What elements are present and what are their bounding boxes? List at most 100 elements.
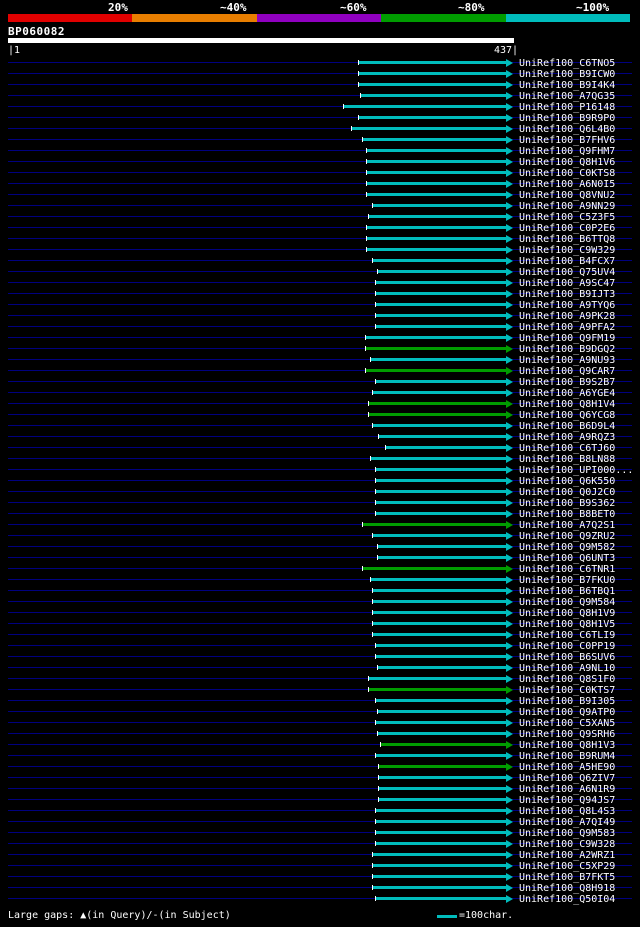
hit-bar[interactable] bbox=[351, 127, 506, 130]
hit-bar[interactable] bbox=[358, 61, 506, 64]
hit-label[interactable]: UniRef100_Q9FM19 bbox=[519, 333, 616, 344]
hit-bar[interactable] bbox=[375, 699, 506, 702]
hit-bar[interactable] bbox=[358, 72, 506, 75]
hit-bar[interactable] bbox=[375, 490, 506, 493]
hit-label[interactable]: UniRef100_Q8H1V6 bbox=[519, 157, 616, 168]
hit-label[interactable]: UniRef100_B7FHV6 bbox=[519, 135, 616, 146]
hit-label[interactable]: UniRef100_B9R9P0 bbox=[519, 113, 616, 124]
hit-bar[interactable] bbox=[370, 578, 506, 581]
hit-bar[interactable] bbox=[372, 875, 506, 878]
hit-label[interactable]: UniRef100_UPI000... bbox=[519, 465, 634, 476]
hit-label[interactable]: UniRef100_B9S362 bbox=[519, 498, 616, 509]
hit-label[interactable]: UniRef100_Q8H1V3 bbox=[519, 740, 616, 751]
hit-bar[interactable] bbox=[375, 655, 506, 658]
hit-bar[interactable] bbox=[372, 611, 506, 614]
hit-bar[interactable] bbox=[375, 501, 506, 504]
hit-label[interactable]: UniRef100_B7FKT5 bbox=[519, 872, 616, 883]
hit-bar[interactable] bbox=[378, 435, 506, 438]
hit-bar[interactable] bbox=[378, 798, 506, 801]
hit-bar[interactable] bbox=[375, 303, 506, 306]
hit-label[interactable]: UniRef100_A7QI49 bbox=[519, 817, 616, 828]
hit-label[interactable]: UniRef100_Q8H918 bbox=[519, 883, 616, 894]
hit-bar[interactable] bbox=[368, 413, 506, 416]
hit-label[interactable]: UniRef100_A9PK28 bbox=[519, 311, 616, 322]
hit-bar[interactable] bbox=[362, 567, 506, 570]
hit-bar[interactable] bbox=[366, 160, 506, 163]
hit-label[interactable]: UniRef100_B9I4K4 bbox=[519, 80, 616, 91]
hit-label[interactable]: UniRef100_C6TLI9 bbox=[519, 630, 616, 641]
hit-label[interactable]: UniRef100_A6N0I5 bbox=[519, 179, 616, 190]
hit-label[interactable]: UniRef100_A9PFA2 bbox=[519, 322, 616, 333]
hit-bar[interactable] bbox=[370, 457, 506, 460]
hit-label[interactable]: UniRef100_Q6YCG8 bbox=[519, 410, 616, 421]
hit-label[interactable]: UniRef100_B9I305 bbox=[519, 696, 616, 707]
hit-bar[interactable] bbox=[368, 215, 506, 218]
hit-bar[interactable] bbox=[380, 743, 506, 746]
hit-label[interactable]: UniRef100_B6TBQ1 bbox=[519, 586, 616, 597]
hit-bar[interactable] bbox=[372, 391, 506, 394]
hit-label[interactable]: UniRef100_Q8H1V4 bbox=[519, 399, 616, 410]
hit-bar[interactable] bbox=[370, 358, 506, 361]
hit-label[interactable]: UniRef100_Q75UV4 bbox=[519, 267, 616, 278]
hit-bar[interactable] bbox=[358, 116, 506, 119]
hit-bar[interactable] bbox=[362, 138, 506, 141]
hit-bar[interactable] bbox=[366, 149, 506, 152]
hit-label[interactable]: UniRef100_B9RUM4 bbox=[519, 751, 616, 762]
hit-label[interactable]: UniRef100_C0P2E6 bbox=[519, 223, 616, 234]
hit-label[interactable]: UniRef100_C0KTS7 bbox=[519, 685, 616, 696]
hit-bar[interactable] bbox=[372, 864, 506, 867]
hit-label[interactable]: UniRef100_A2WRZ1 bbox=[519, 850, 616, 861]
hit-label[interactable]: UniRef100_B7FKU0 bbox=[519, 575, 616, 586]
hit-bar[interactable] bbox=[366, 193, 506, 196]
hit-label[interactable]: UniRef100_Q9M583 bbox=[519, 828, 616, 839]
hit-label[interactable]: UniRef100_Q9FHM7 bbox=[519, 146, 616, 157]
hit-label[interactable]: UniRef100_Q8S1F0 bbox=[519, 674, 616, 685]
hit-bar[interactable] bbox=[378, 787, 506, 790]
hit-label[interactable]: UniRef100_C5XAN5 bbox=[519, 718, 616, 729]
hit-label[interactable]: UniRef100_A7QG35 bbox=[519, 91, 616, 102]
hit-label[interactable]: UniRef100_C9W328 bbox=[519, 839, 616, 850]
hit-bar[interactable] bbox=[377, 556, 506, 559]
hit-bar[interactable] bbox=[375, 820, 506, 823]
hit-label[interactable]: UniRef100_C5Z3F5 bbox=[519, 212, 616, 223]
hit-bar[interactable] bbox=[375, 831, 506, 834]
hit-label[interactable]: UniRef100_A9NL10 bbox=[519, 663, 616, 674]
hit-label[interactable]: UniRef100_Q8L4S3 bbox=[519, 806, 616, 817]
hit-label[interactable]: UniRef100_Q9CAR7 bbox=[519, 366, 616, 377]
hit-bar[interactable] bbox=[377, 710, 506, 713]
hit-bar[interactable] bbox=[375, 314, 506, 317]
hit-label[interactable]: UniRef100_Q50I04 bbox=[519, 894, 616, 905]
hit-bar[interactable] bbox=[375, 479, 506, 482]
hit-bar[interactable] bbox=[366, 248, 506, 251]
hit-bar[interactable] bbox=[377, 666, 506, 669]
hit-bar[interactable] bbox=[375, 512, 506, 515]
hit-bar[interactable] bbox=[375, 897, 506, 900]
hit-label[interactable]: UniRef100_B9DGQ2 bbox=[519, 344, 616, 355]
hit-bar[interactable] bbox=[358, 83, 506, 86]
hit-label[interactable]: UniRef100_C6TNR1 bbox=[519, 564, 616, 575]
hit-label[interactable]: UniRef100_B9IJT3 bbox=[519, 289, 616, 300]
hit-bar[interactable] bbox=[372, 204, 506, 207]
hit-label[interactable]: UniRef100_A9RQZ3 bbox=[519, 432, 616, 443]
hit-bar[interactable] bbox=[372, 259, 506, 262]
hit-label[interactable]: UniRef100_Q8H1V9 bbox=[519, 608, 616, 619]
hit-bar[interactable] bbox=[372, 424, 506, 427]
hit-label[interactable]: UniRef100_A9TYQ6 bbox=[519, 300, 616, 311]
hit-bar[interactable] bbox=[372, 633, 506, 636]
hit-bar[interactable] bbox=[375, 292, 506, 295]
hit-label[interactable]: UniRef100_Q0J2C0 bbox=[519, 487, 616, 498]
hit-label[interactable]: UniRef100_C5XP29 bbox=[519, 861, 616, 872]
hit-label[interactable]: UniRef100_A6N1R9 bbox=[519, 784, 616, 795]
hit-label[interactable]: UniRef100_Q9M582 bbox=[519, 542, 616, 553]
hit-label[interactable]: UniRef100_Q6L4B0 bbox=[519, 124, 616, 135]
hit-bar[interactable] bbox=[366, 226, 506, 229]
hit-label[interactable]: UniRef100_C6TNO5 bbox=[519, 58, 616, 69]
hit-bar[interactable] bbox=[365, 347, 506, 350]
hit-bar[interactable] bbox=[372, 534, 506, 537]
hit-label[interactable]: UniRef100_A9NU93 bbox=[519, 355, 616, 366]
hit-bar[interactable] bbox=[366, 237, 506, 240]
hit-bar[interactable] bbox=[375, 809, 506, 812]
hit-label[interactable]: UniRef100_A9NN29 bbox=[519, 201, 616, 212]
hit-bar[interactable] bbox=[372, 622, 506, 625]
hit-bar[interactable] bbox=[375, 380, 506, 383]
